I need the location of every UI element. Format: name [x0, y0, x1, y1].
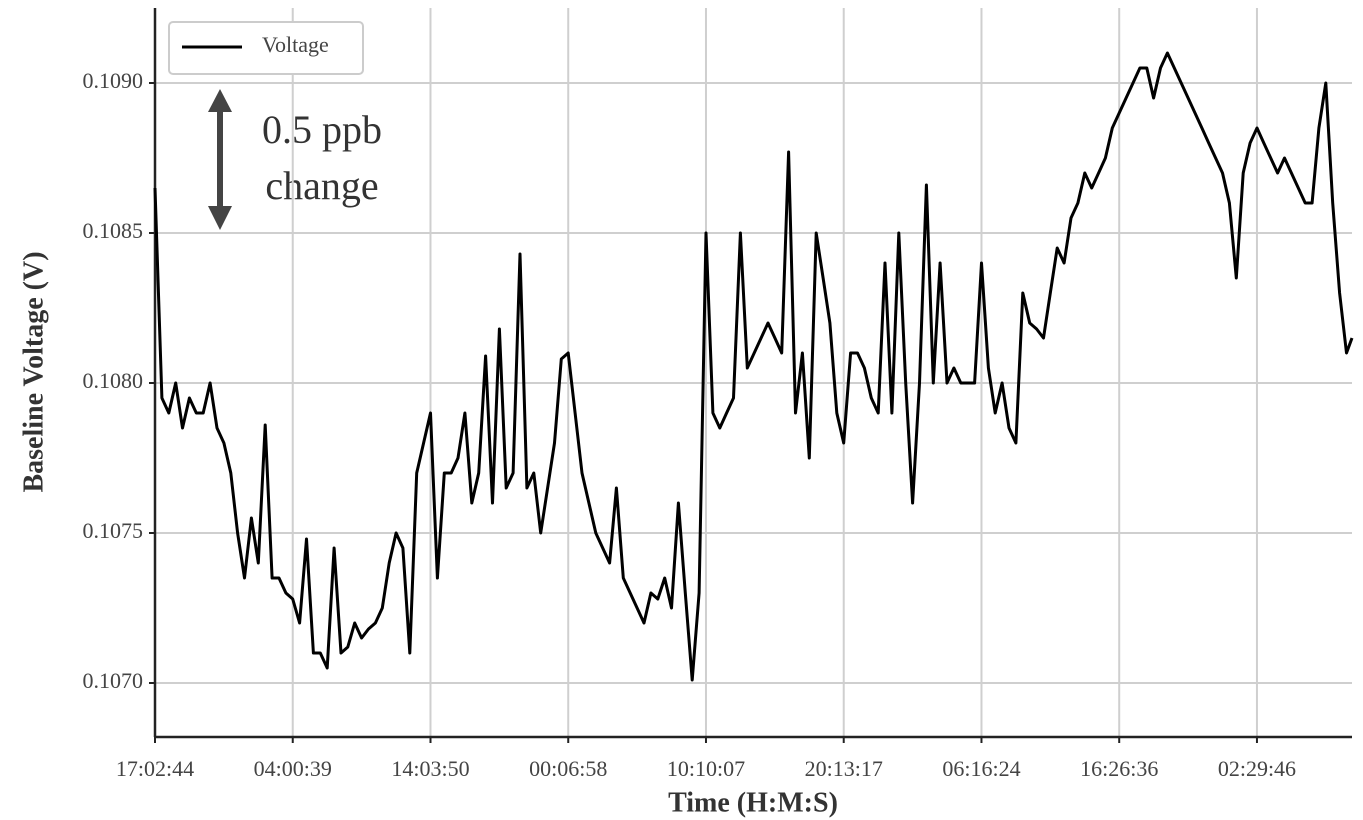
x-tick-label: 04:00:39: [254, 756, 332, 781]
x-axis-label: Time (H:M:S): [668, 787, 838, 818]
y-tick-label: 0.1075: [83, 518, 144, 543]
annotation: change: [265, 163, 378, 208]
x-tick-label: 14:03:50: [391, 756, 469, 781]
x-tick-label: 16:26:36: [1080, 756, 1158, 781]
annotation-arrow: [208, 89, 232, 230]
y-tick-label: 0.1090: [83, 68, 144, 93]
x-tick-label: 06:16:24: [942, 756, 1020, 781]
annotation: 0.5 ppb: [262, 107, 382, 152]
y-tick-label: 0.1085: [83, 218, 144, 243]
x-tick-label: 17:02:44: [116, 756, 194, 781]
y-axis-label: Baseline Voltage (V): [18, 251, 49, 492]
legend-box: [168, 21, 364, 75]
x-tick-label: 00:06:58: [529, 756, 607, 781]
x-tick-label: 10:10:07: [667, 756, 745, 781]
line: [153, 51, 1354, 682]
x-tick-label: 02:29:46: [1218, 756, 1296, 781]
x-tick-label: 20:13:17: [805, 756, 883, 781]
y-tick-label: 0.1080: [83, 368, 144, 393]
y-tick-label: 0.1070: [83, 668, 144, 693]
legend-label: Voltage: [262, 32, 329, 57]
